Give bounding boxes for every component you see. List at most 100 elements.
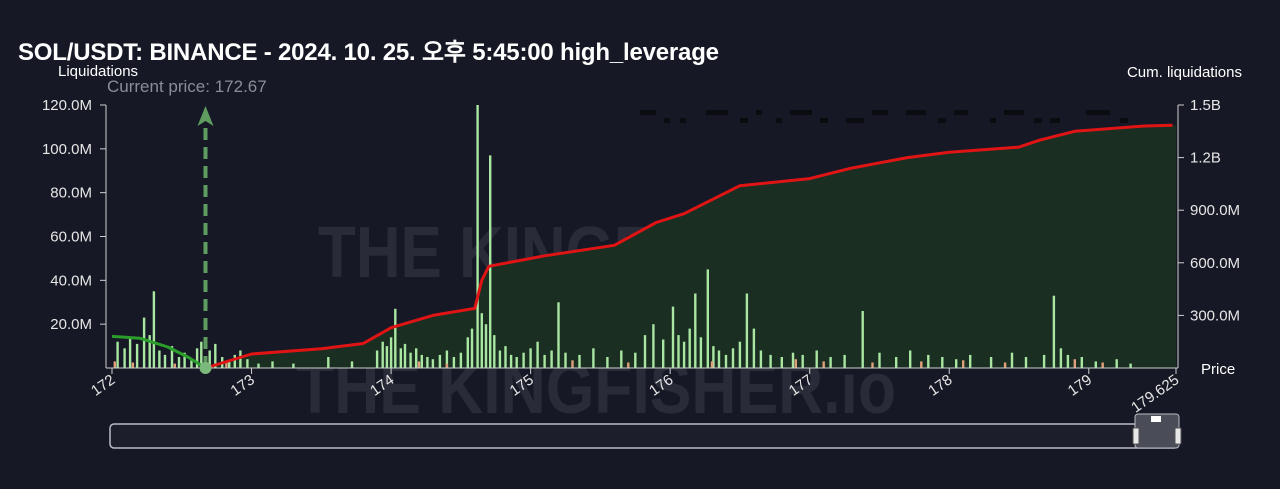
liquidation-bar bbox=[484, 324, 488, 368]
liquidation-bar bbox=[1066, 354, 1070, 368]
x-tick-label: 179 bbox=[1065, 371, 1095, 399]
cum-liquidations-area bbox=[205, 125, 1177, 368]
liquidation-bar bbox=[177, 357, 181, 368]
liquidation-bar bbox=[415, 348, 418, 368]
liquidation-bar bbox=[466, 337, 469, 368]
liquidation-bar bbox=[738, 341, 742, 368]
liquidation-bar bbox=[550, 350, 553, 368]
liquidation-bar bbox=[239, 350, 242, 368]
range-slider-grip-icon[interactable] bbox=[1151, 416, 1161, 422]
liquidation-bar-short bbox=[571, 360, 574, 368]
bars-layer bbox=[113, 105, 1132, 369]
liquidation-bar bbox=[476, 105, 479, 368]
liquidation-bar bbox=[228, 361, 231, 368]
y-right-tick-label: 1.5B bbox=[1190, 97, 1221, 114]
liquidation-bar bbox=[694, 293, 697, 368]
liquidation-bar bbox=[564, 352, 567, 368]
current-price-label: Current price: 172.67 bbox=[107, 77, 267, 96]
liquidation-bar-short bbox=[794, 359, 797, 368]
liquidation-bar bbox=[214, 343, 217, 368]
liquidation-bar bbox=[498, 350, 502, 368]
liquidation-bar bbox=[452, 357, 456, 368]
liquidation-bar bbox=[909, 350, 912, 368]
liquidation-bar bbox=[1080, 357, 1083, 368]
x-tick-label: 178 bbox=[925, 371, 955, 399]
y-left-tick-label: 80.0M bbox=[50, 185, 92, 202]
x-tick-label: 179.625 bbox=[1128, 371, 1182, 416]
liquidation-bar-short bbox=[173, 363, 176, 368]
liquidation-bar bbox=[829, 357, 832, 368]
liquidation-bar bbox=[878, 352, 881, 368]
liquidation-bar bbox=[375, 350, 379, 368]
liquidation-bar bbox=[861, 311, 864, 368]
liquidation-bar bbox=[536, 341, 539, 368]
liquidation-bar bbox=[606, 357, 609, 368]
liquidation-bar bbox=[1010, 352, 1014, 368]
liquidation-bar bbox=[769, 354, 772, 368]
liquidation-bar bbox=[403, 343, 407, 368]
liquidation-bar bbox=[142, 317, 146, 368]
current-price-dot bbox=[199, 362, 212, 374]
liquidation-bar bbox=[470, 328, 474, 368]
liquidation-bar bbox=[969, 354, 972, 368]
liquidation-bar bbox=[509, 354, 513, 368]
liquidation-bar bbox=[634, 352, 637, 368]
y-right-tick-label: 300.0M bbox=[1190, 307, 1240, 324]
liquidation-bar bbox=[752, 328, 756, 368]
liquidation-bar bbox=[671, 306, 675, 368]
liquidation-bar bbox=[385, 346, 389, 368]
liquidation-bar bbox=[246, 359, 249, 368]
liquidation-bar bbox=[1059, 348, 1063, 368]
x-tick-label: 172 bbox=[88, 371, 118, 399]
liquidation-bar bbox=[381, 341, 384, 368]
liquidation-bar-short bbox=[417, 361, 421, 368]
y-right-tick-label: 600.0M bbox=[1190, 255, 1240, 272]
liquidation-bar bbox=[522, 352, 525, 368]
x-tick-label: 173 bbox=[228, 371, 258, 399]
range-slider-track[interactable] bbox=[109, 423, 1179, 449]
liquidation-bar bbox=[158, 350, 161, 368]
cum-liquidations-line bbox=[205, 123, 1173, 370]
liquidation-bar bbox=[489, 155, 492, 368]
liquidation-bar bbox=[843, 354, 846, 368]
liquidation-bar bbox=[1115, 359, 1118, 368]
liquidation-bar bbox=[688, 328, 691, 368]
y-right-tick-label: 900.0M bbox=[1190, 202, 1240, 219]
liquidation-bar bbox=[394, 308, 397, 368]
liquidation-bar-short bbox=[920, 361, 923, 368]
liquidation-bar bbox=[717, 350, 721, 368]
liquidation-bar bbox=[759, 350, 763, 368]
liquidation-bar bbox=[135, 343, 139, 368]
cum-fill-layer bbox=[205, 125, 1177, 368]
liquidation-bar-short bbox=[1101, 362, 1104, 368]
liquidation-bar bbox=[677, 335, 680, 368]
y-left-tick-label: 20.0M bbox=[50, 316, 92, 333]
liquidation-bar bbox=[989, 357, 993, 368]
y-left-axis-title: Liquidations bbox=[58, 63, 138, 80]
liquidation-bar-short bbox=[822, 361, 825, 368]
current-price-marker bbox=[197, 106, 214, 374]
liquidation-bar-short bbox=[962, 360, 965, 368]
liquidation-bar bbox=[208, 350, 211, 368]
liquidation-bar bbox=[515, 357, 518, 368]
liquidation-bar-short bbox=[225, 362, 228, 368]
liquidation-bar bbox=[712, 346, 715, 368]
range-slider-left-handle[interactable] bbox=[1132, 427, 1140, 445]
range-slider-right-handle[interactable] bbox=[1174, 427, 1182, 445]
liquidation-bar bbox=[941, 357, 944, 368]
liquidation-bar bbox=[195, 348, 199, 368]
liquidation-bar bbox=[233, 354, 236, 368]
liquidation-bar bbox=[271, 361, 274, 368]
liquidation-bar bbox=[529, 348, 532, 368]
liquidation-bar bbox=[592, 348, 595, 368]
liquidation-bar-short bbox=[710, 361, 714, 368]
liquidation-bar bbox=[292, 363, 295, 368]
liquidation-bar bbox=[257, 363, 260, 368]
range-slider[interactable] bbox=[109, 413, 1182, 449]
liquidation-bar bbox=[480, 313, 483, 368]
liquidation-bar bbox=[895, 357, 898, 368]
liquidation-bar bbox=[190, 359, 193, 368]
liquidation-bar bbox=[620, 350, 623, 368]
liquidation-bar bbox=[643, 335, 647, 368]
liquidation-bar bbox=[200, 341, 203, 368]
